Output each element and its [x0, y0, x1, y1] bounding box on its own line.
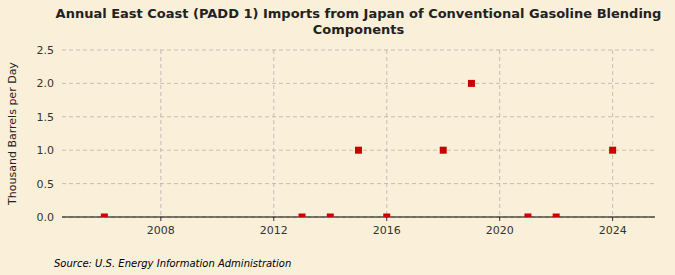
point — [383, 214, 390, 218]
point — [327, 214, 334, 218]
point — [468, 80, 475, 87]
y-grid-line — [62, 116, 655, 117]
grid — [62, 50, 655, 217]
y-tick-label: 1.0 — [37, 144, 55, 157]
x-grid-line — [273, 50, 274, 217]
y-grid-line — [62, 50, 655, 51]
y-tick-label: 0.0 — [37, 211, 55, 224]
x-tick-label: 2008 — [147, 224, 175, 237]
x-axis-line — [62, 217, 655, 218]
title-line: Components — [313, 22, 405, 37]
y-grid-line — [62, 183, 655, 184]
x-grid-line — [612, 50, 613, 217]
title-line: Annual East Coast (PADD 1) Imports from … — [56, 6, 662, 21]
points — [101, 80, 616, 217]
x-grid-line — [386, 50, 387, 217]
y-tick-label: 0.5 — [37, 178, 55, 191]
x-tick — [160, 217, 161, 221]
title: Annual East Coast (PADD 1) Imports from … — [56, 6, 662, 37]
x-grid-line — [499, 50, 500, 217]
point — [609, 147, 616, 154]
x-tick — [273, 217, 274, 221]
point — [524, 214, 531, 218]
point — [299, 214, 306, 218]
x-tick-label: 2024 — [599, 224, 627, 237]
x-grid-line — [160, 50, 161, 217]
y-tick-label: 2.5 — [37, 44, 55, 57]
source-note: Source: U.S. Energy Information Administ… — [54, 258, 291, 269]
x-tick — [612, 217, 613, 221]
y-axis-label: Thousand Barrels per Day — [6, 62, 19, 206]
x-tick-label: 2012 — [260, 224, 288, 237]
y-grid-line — [62, 217, 655, 218]
point — [440, 147, 447, 154]
y-tick-label: 1.5 — [37, 111, 55, 124]
x-tick — [499, 217, 500, 221]
chart: Annual East Coast (PADD 1) Imports from … — [0, 0, 675, 275]
x-tick-label: 2016 — [373, 224, 401, 237]
y-tick-label: 2.0 — [37, 77, 55, 90]
point — [553, 214, 560, 218]
x-tick — [386, 217, 387, 221]
y-grid-line — [62, 83, 655, 84]
point — [355, 147, 362, 154]
point — [101, 214, 108, 218]
x-tick-label: 2020 — [486, 224, 514, 237]
